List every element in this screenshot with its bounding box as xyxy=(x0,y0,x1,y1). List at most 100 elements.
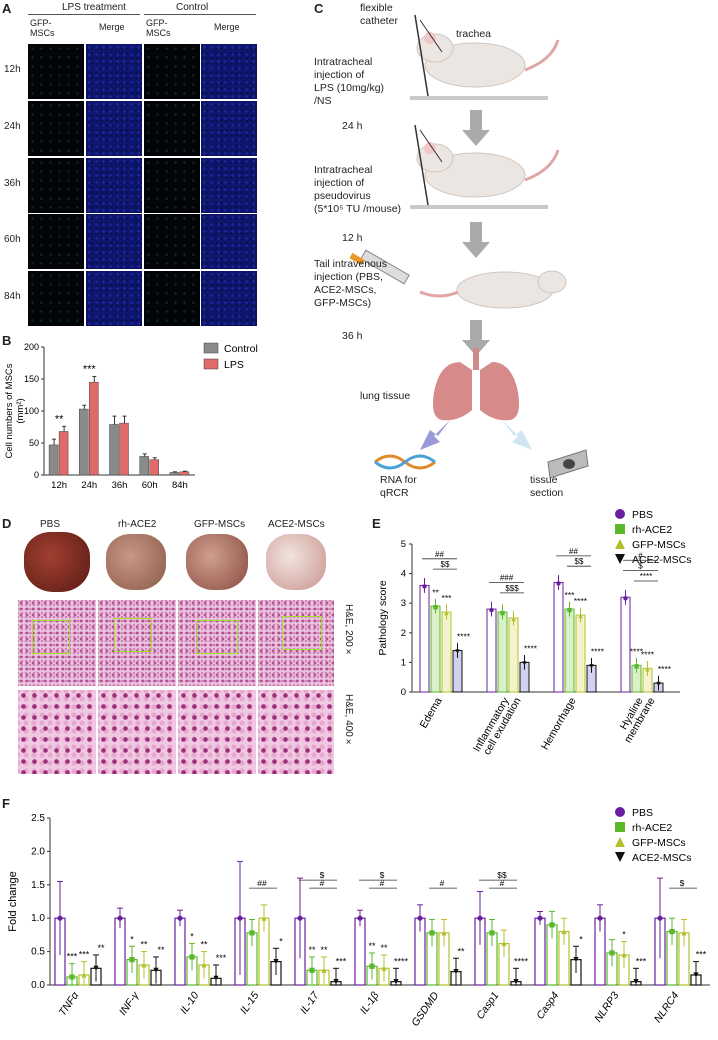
x-tick-label: IL-10 xyxy=(178,990,202,1017)
bracket-label: # xyxy=(500,878,505,888)
bracket-label: ### xyxy=(500,573,514,582)
panel-label-f: F xyxy=(2,796,10,811)
point xyxy=(501,940,507,947)
significance-star: ** xyxy=(380,943,388,953)
significance-star: **** xyxy=(641,649,655,659)
micrograph-60h-2 xyxy=(144,214,200,269)
point xyxy=(477,915,483,921)
micrograph-36h-3 xyxy=(201,158,257,213)
bracket-label: $ xyxy=(380,870,385,880)
significance-star: **** xyxy=(591,646,605,656)
significance-annotation: ** xyxy=(55,413,64,425)
bracket-label: $$ xyxy=(497,870,507,880)
y-tick-label: 2.0 xyxy=(31,846,45,857)
point xyxy=(422,584,427,589)
bar-PBS-IL-10 xyxy=(174,917,186,986)
point xyxy=(522,661,527,666)
x-tick-label: Edema xyxy=(418,695,445,730)
point xyxy=(669,928,675,935)
x-tick-label: Casp4 xyxy=(534,990,561,1022)
micrograph-84h-3 xyxy=(201,271,257,326)
bracket-label: ## xyxy=(257,878,267,888)
he200-pbs xyxy=(18,600,96,686)
lung-photo-ace2-mscs xyxy=(266,534,326,590)
significance-star: **** xyxy=(514,956,529,966)
point xyxy=(417,915,423,921)
bracket-label: $$ xyxy=(575,557,584,566)
significance-star: **** xyxy=(394,956,409,966)
x-tick-label: TNFα xyxy=(56,989,82,1018)
y-tick-label: 5 xyxy=(401,539,406,550)
point xyxy=(681,930,687,936)
bar-rh-ACE2-Edema xyxy=(430,605,441,693)
bar-PBS-IL-1β xyxy=(354,917,366,986)
panel-label-d: D xyxy=(2,516,12,531)
point xyxy=(153,967,159,973)
point xyxy=(201,962,207,968)
legend-marker-ACE2-MSCs xyxy=(615,852,625,862)
significance-star: *** xyxy=(67,952,78,962)
he400-pbs xyxy=(18,690,96,774)
micrograph-12h-0 xyxy=(28,44,84,99)
y-axis-label: Pathology score xyxy=(377,580,389,655)
bracket-label: ## xyxy=(569,547,578,556)
significance-star: *** xyxy=(79,950,90,960)
bar-PBS-Hyaline membrane xyxy=(620,596,631,693)
bar-PBS-Inflammatory cell exudation xyxy=(486,608,497,693)
legend-marker-GFP-MSCs xyxy=(615,539,625,549)
significance-star: **** xyxy=(574,596,588,606)
micrograph-12h-3 xyxy=(201,44,257,99)
legend-label-PBS: PBS xyxy=(632,807,653,819)
row-label-84h: 84h xyxy=(4,291,21,302)
significance-star: * xyxy=(622,930,626,940)
point xyxy=(573,957,579,963)
point xyxy=(633,979,639,985)
label-rna: RNA for qRCR xyxy=(380,474,417,499)
group-control-label: Control xyxy=(176,2,209,13)
legend-label-rh-ACE2: rh-ACE2 xyxy=(632,822,672,834)
significance-star: ** xyxy=(320,945,328,955)
point xyxy=(249,930,255,936)
he400-gfp-mscs xyxy=(178,690,256,774)
bar-PBS-INF-γ xyxy=(114,917,126,986)
bracket-label: $ xyxy=(320,870,325,880)
bracket-label: # xyxy=(638,551,643,560)
panel-label-a: A xyxy=(2,1,12,16)
y-axis-label: Fold change xyxy=(7,871,19,932)
point xyxy=(57,915,63,921)
bracket-label: $ xyxy=(638,562,643,571)
y-tick-label: 0 xyxy=(34,470,39,480)
significance-star: *** xyxy=(636,956,647,966)
tissue-slide-icon xyxy=(547,449,589,479)
legend-label-Control: Control xyxy=(224,343,258,355)
label-tissue-section: tissue section xyxy=(530,474,564,499)
point xyxy=(578,613,583,619)
micrograph-24h-0 xyxy=(28,101,84,156)
significance-star: *** xyxy=(565,590,576,600)
point xyxy=(441,930,447,936)
y-tick-label: 1 xyxy=(401,657,406,668)
zoom-box-ace2-mscs xyxy=(282,616,322,650)
significance-star: ** xyxy=(97,943,105,953)
lung-photo-rh-ace2 xyxy=(106,534,166,590)
panel-label-b: B xyxy=(2,333,12,348)
point xyxy=(556,581,561,586)
y-tick-label: 0 xyxy=(401,687,406,698)
bracket-label: # xyxy=(380,878,385,888)
point xyxy=(189,954,195,960)
x-tick-label: GSDMD xyxy=(409,990,441,1029)
micrograph-84h-1 xyxy=(86,271,142,326)
legend-marker-rh-ACE2 xyxy=(615,822,625,832)
bar-LPS-36h xyxy=(119,422,129,476)
bar-Control-36h xyxy=(109,424,119,476)
group-label-gfp-mscs: GFP-MSCs xyxy=(194,519,246,530)
point xyxy=(273,959,279,965)
significance-star: ** xyxy=(368,941,376,951)
he400-label: H&E, 400× xyxy=(343,694,354,748)
significance-star: * xyxy=(130,934,134,944)
point xyxy=(129,957,135,963)
label-trachea: trachea xyxy=(456,28,492,40)
bar-LPS-12h xyxy=(58,431,69,476)
point xyxy=(623,596,628,601)
point xyxy=(93,965,99,971)
